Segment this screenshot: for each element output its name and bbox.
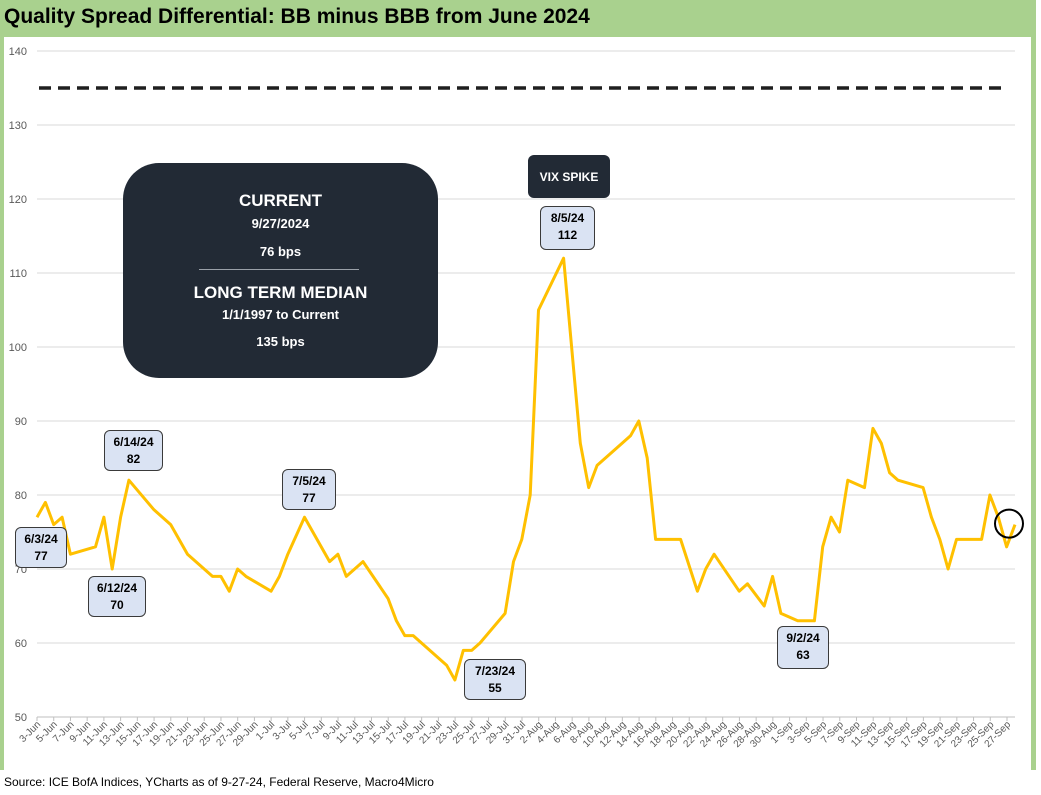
current-value: 76 bps xyxy=(259,244,302,259)
callout-jun-14: 6/14/24 82 xyxy=(104,430,163,471)
chart-title: Quality Spread Differential: BB minus BB… xyxy=(4,5,590,28)
current-value-marker xyxy=(994,508,1024,539)
median-value: 135 bps xyxy=(256,334,305,349)
y-tick-label: 120 xyxy=(9,194,27,206)
info-box: CURRENT 9/27/2024 76 bps LONG TERM MEDIA… xyxy=(123,163,438,378)
callout-value: 77 xyxy=(34,549,48,563)
vix-spike-label: VIX SPIKE xyxy=(528,155,610,198)
y-tick-label: 140 xyxy=(9,46,27,58)
callout-date: 6/12/24 xyxy=(96,581,138,595)
callout-sep-2: 9/2/24 63 xyxy=(777,626,829,669)
y-tick-label: 110 xyxy=(9,268,27,280)
callout-value: 112 xyxy=(557,228,578,242)
y-tick-label: 130 xyxy=(9,120,27,132)
y-tick-label: 90 xyxy=(15,416,27,428)
callout-value: 63 xyxy=(796,648,810,662)
callout-date: 7/5/24 xyxy=(292,474,326,488)
callout-aug-5: 8/5/24 112 xyxy=(540,206,595,250)
y-tick-label: 60 xyxy=(15,638,27,650)
plot-panel xyxy=(4,37,1031,770)
callout-date: 6/3/24 xyxy=(24,532,58,546)
callout-jul-5: 7/5/24 77 xyxy=(282,469,336,510)
callout-date: 7/23/24 xyxy=(474,664,516,678)
callout-date: 9/2/24 xyxy=(786,631,820,645)
callout-value: 70 xyxy=(110,598,124,612)
callout-jun-12: 6/12/24 70 xyxy=(88,576,146,617)
median-label: LONG TERM MEDIAN xyxy=(193,283,368,302)
callout-value: 77 xyxy=(302,491,316,505)
info-divider xyxy=(199,269,359,270)
median-range: 1/1/1997 to Current xyxy=(221,307,340,322)
callout-date: 8/5/24 xyxy=(550,211,585,225)
y-tick-label: 80 xyxy=(15,490,27,502)
source-note: Source: ICE BofA Indices, YCharts as of … xyxy=(4,775,434,789)
callout-value: 55 xyxy=(488,681,502,695)
current-date: 9/27/2024 xyxy=(251,216,310,231)
y-tick-label: 50 xyxy=(15,712,27,724)
y-tick-label: 100 xyxy=(9,342,27,354)
callout-jun-3: 6/3/24 77 xyxy=(15,527,67,568)
current-label: CURRENT xyxy=(238,191,323,210)
callout-date: 6/14/24 xyxy=(113,435,154,449)
callout-value: 82 xyxy=(126,452,141,466)
callout-jul-23: 7/23/24 55 xyxy=(464,659,526,700)
spread-series-line xyxy=(35,256,1017,682)
